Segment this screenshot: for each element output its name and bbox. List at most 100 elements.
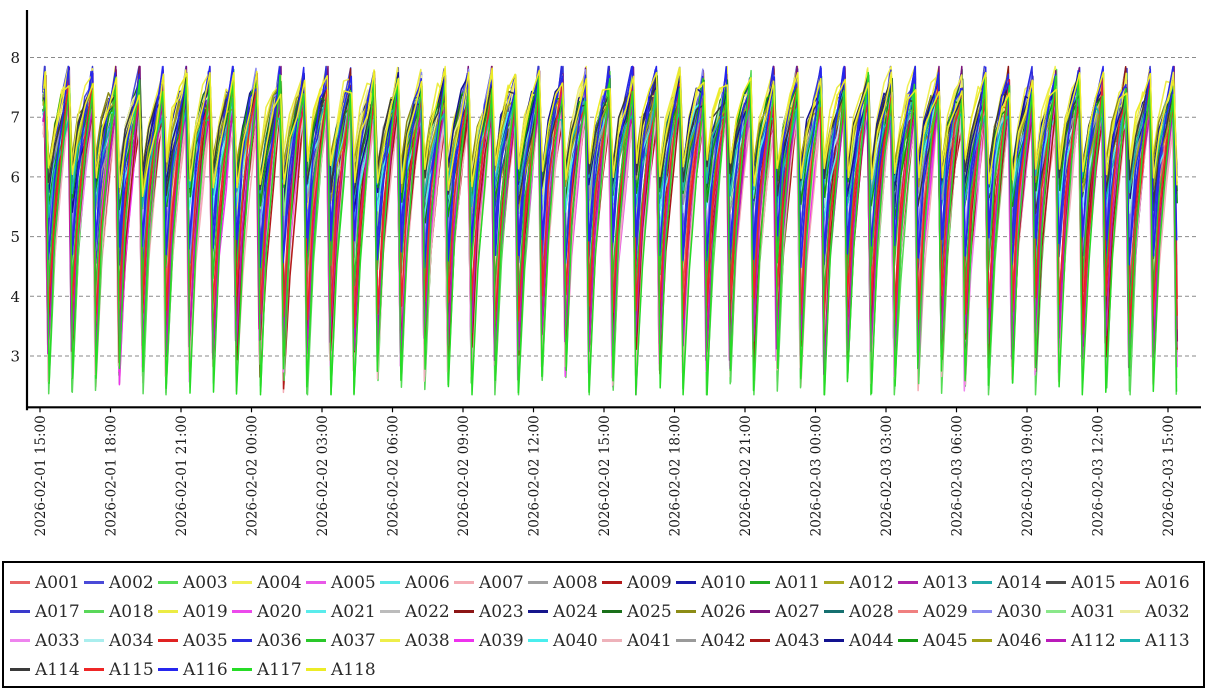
legend-swatch-icon: [972, 610, 992, 613]
y-tick-label: 7: [10, 109, 20, 127]
x-tick-label: 2026-02-03 03:00: [879, 415, 895, 536]
legend-item-A013: A013: [898, 568, 972, 597]
legend-label: A019: [183, 601, 228, 622]
legend-item-A025: A025: [602, 597, 676, 626]
legend-swatch-icon: [158, 639, 178, 642]
legend-item-A007: A007: [454, 568, 528, 597]
x-tick-label: 2026-02-01 21:00: [174, 415, 190, 536]
x-tick-label: 2026-02-02 00:00: [245, 415, 261, 536]
legend-label: A023: [479, 601, 524, 622]
legend-label: A114: [35, 659, 80, 680]
legend-item-A019: A019: [158, 597, 232, 626]
legend-item-A043: A043: [750, 626, 824, 655]
legend-swatch-icon: [306, 581, 326, 584]
legend-item-A035: A035: [158, 626, 232, 655]
legend-item-A114: A114: [10, 655, 84, 684]
legend-label: A046: [997, 630, 1042, 651]
legend-label: A002: [109, 572, 154, 593]
legend-item-A042: A042: [676, 626, 750, 655]
x-tick-label: 2026-02-03 00:00: [809, 415, 825, 536]
legend-item-A009: A009: [602, 568, 676, 597]
legend-item-A004: A004: [232, 568, 306, 597]
legend-item-A117: A117: [232, 655, 306, 684]
legend-item-A023: A023: [454, 597, 528, 626]
legend-swatch-icon: [676, 581, 696, 584]
legend-label: A007: [479, 572, 524, 593]
legend-item-A040: A040: [528, 626, 602, 655]
legend-swatch-icon: [824, 639, 844, 642]
legend-label: A016: [1145, 572, 1190, 593]
legend-label: A040: [553, 630, 598, 651]
legend-swatch-icon: [306, 668, 326, 671]
legend-swatch-icon: [84, 610, 104, 613]
x-tick-label: 2026-02-03 06:00: [950, 415, 966, 536]
legend-label: A036: [257, 630, 302, 651]
legend-swatch-icon: [676, 610, 696, 613]
legend-label: A011: [775, 572, 820, 593]
legend-swatch-icon: [898, 639, 918, 642]
legend-label: A025: [627, 601, 672, 622]
legend-item-A044: A044: [824, 626, 898, 655]
legend-swatch-icon: [676, 639, 696, 642]
legend-label: A020: [257, 601, 302, 622]
legend-item-A008: A008: [528, 568, 602, 597]
legend-label: A044: [849, 630, 894, 651]
legend-item-A113: A113: [1120, 626, 1194, 655]
legend-swatch-icon: [1120, 581, 1140, 584]
x-tick-label: 2026-02-01 15:00: [33, 415, 49, 536]
legend-swatch-icon: [232, 668, 252, 671]
legend-item-A003: A003: [158, 568, 232, 597]
legend-label: A015: [1071, 572, 1116, 593]
legend: A001 A002 A003 A004 A005 A006 A007 A008 A009 A010…: [2, 561, 1205, 688]
legend-swatch-icon: [824, 581, 844, 584]
legend-swatch-icon: [10, 610, 30, 613]
legend-swatch-icon: [750, 581, 770, 584]
legend-label: A017: [35, 601, 80, 622]
legend-label: A029: [923, 601, 968, 622]
legend-swatch-icon: [454, 639, 474, 642]
legend-label: A039: [479, 630, 524, 651]
legend-label: A003: [183, 572, 228, 593]
legend-swatch-icon: [84, 639, 104, 642]
legend-label: A004: [257, 572, 302, 593]
legend-item-A020: A020: [232, 597, 306, 626]
x-tick-label: 2026-02-02 09:00: [456, 415, 472, 536]
legend-item-A112: A112: [1046, 626, 1120, 655]
legend-item-A046: A046: [972, 626, 1046, 655]
legend-swatch-icon: [972, 581, 992, 584]
legend-label: A001: [35, 572, 80, 593]
legend-label: A032: [1145, 601, 1190, 622]
legend-swatch-icon: [306, 639, 326, 642]
legend-swatch-icon: [380, 581, 400, 584]
legend-item-A037: A037: [306, 626, 380, 655]
legend-item-A022: A022: [380, 597, 454, 626]
y-tick-label: 3: [10, 348, 20, 366]
legend-swatch-icon: [602, 610, 622, 613]
legend-label: A010: [701, 572, 746, 593]
legend-label: A022: [405, 601, 450, 622]
legend-swatch-icon: [1046, 639, 1066, 642]
legend-swatch-icon: [1046, 610, 1066, 613]
legend-label: A038: [405, 630, 450, 651]
legend-item-A005: A005: [306, 568, 380, 597]
legend-item-A014: A014: [972, 568, 1046, 597]
legend-item-A030: A030: [972, 597, 1046, 626]
legend-swatch-icon: [528, 581, 548, 584]
legend-swatch-icon: [232, 581, 252, 584]
legend-item-A038: A038: [380, 626, 454, 655]
legend-item-A029: A029: [898, 597, 972, 626]
legend-label: A045: [923, 630, 968, 651]
legend-item-A011: A011: [750, 568, 824, 597]
legend-swatch-icon: [528, 610, 548, 613]
x-tick-label: 2026-02-02 12:00: [527, 415, 543, 536]
legend-item-A015: A015: [1046, 568, 1120, 597]
legend-item-A012: A012: [824, 568, 898, 597]
legend-item-A032: A032: [1120, 597, 1194, 626]
legend-label: A006: [405, 572, 450, 593]
legend-item-A039: A039: [454, 626, 528, 655]
legend-label: A014: [997, 572, 1042, 593]
legend-label: A117: [257, 659, 302, 680]
legend-label: A031: [1071, 601, 1116, 622]
x-tick-label: 2026-02-02 03:00: [315, 415, 331, 536]
